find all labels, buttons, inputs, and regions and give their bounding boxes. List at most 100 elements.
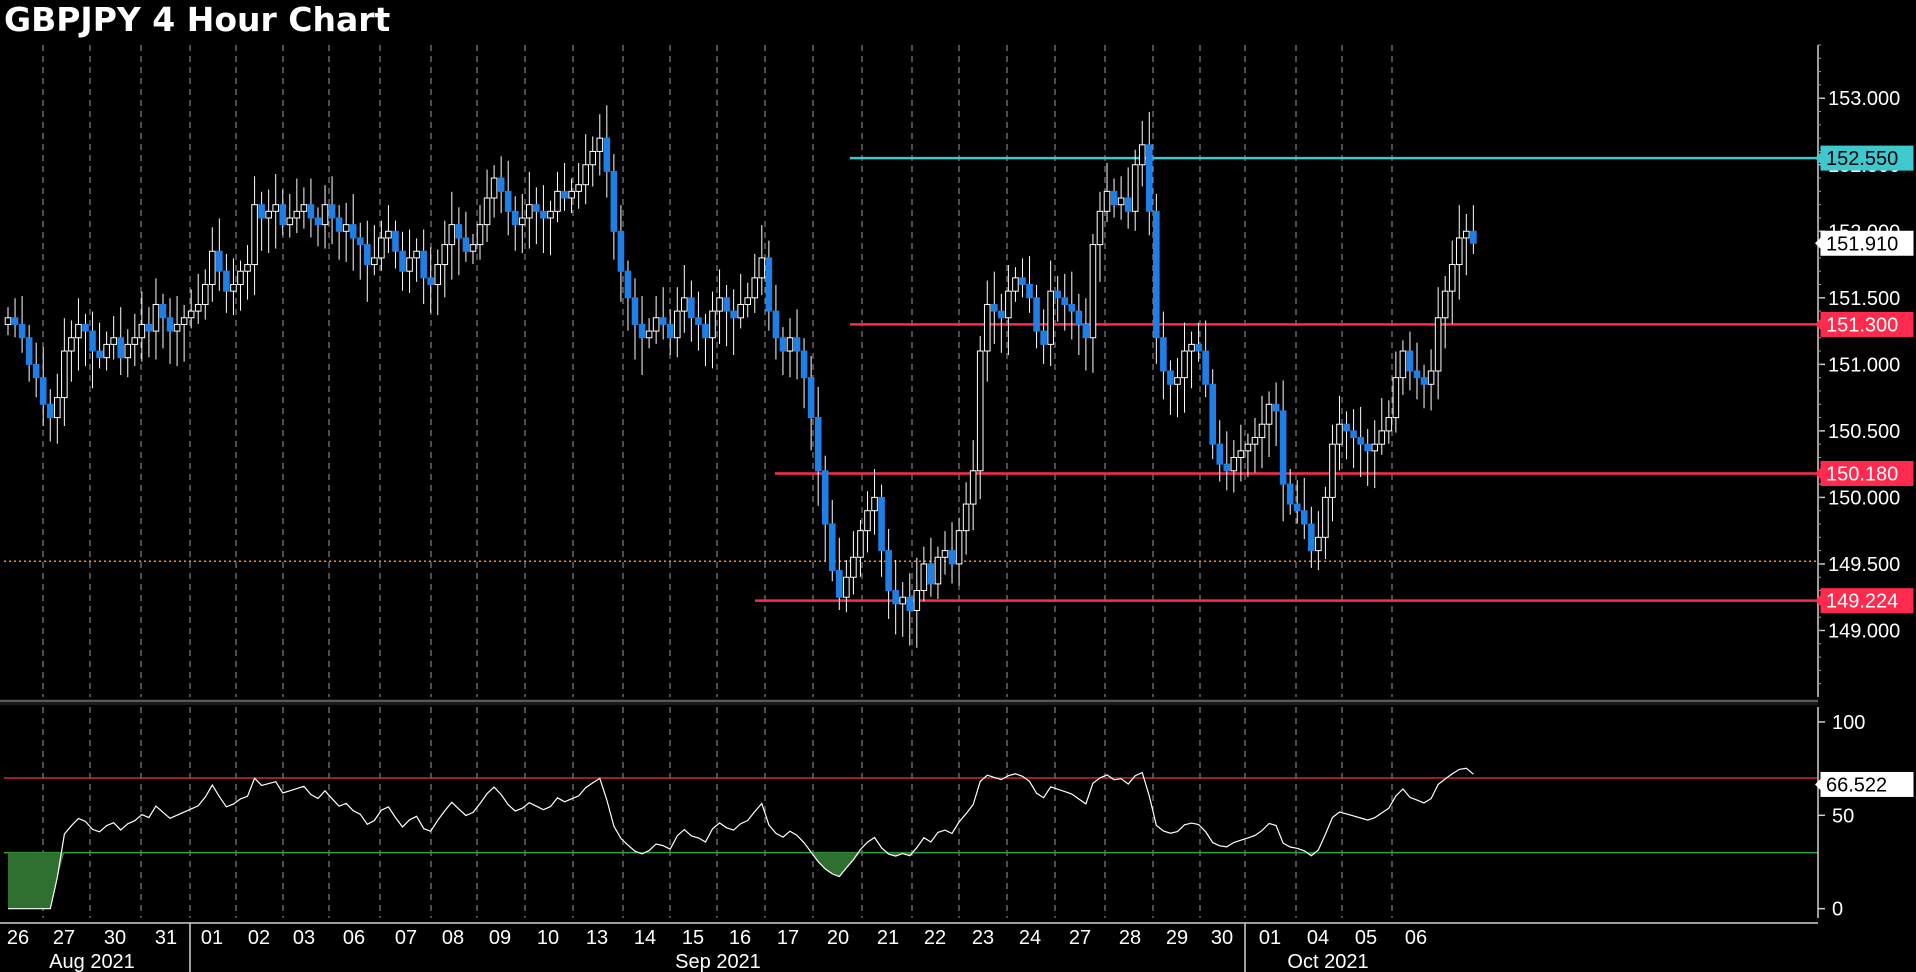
candle-body — [251, 204, 258, 266]
candle-body — [624, 270, 632, 299]
candle-body — [1364, 443, 1371, 452]
candle-body — [110, 337, 117, 345]
candle-body — [554, 190, 561, 212]
candle-body — [1131, 164, 1139, 212]
candle-body — [828, 523, 836, 572]
candle-body — [378, 237, 385, 259]
candle-body — [455, 224, 463, 239]
candle-body — [117, 337, 125, 359]
level-tag-bg — [1820, 145, 1914, 171]
candle-body — [1209, 383, 1216, 445]
candle-body — [194, 303, 202, 312]
rsi-tick-label: 50 — [1832, 805, 1854, 827]
x-tick-label: 02 — [248, 927, 270, 949]
candle-body — [927, 563, 935, 585]
rsi-oversold-fill — [8, 852, 1474, 909]
candle-body — [1350, 430, 1357, 439]
candle-body — [223, 270, 230, 292]
level-tag-arrow — [1815, 466, 1822, 481]
price-tick-label: 150.000 — [1828, 487, 1900, 509]
level-tag: 150.180 — [1815, 460, 1914, 486]
candle-body — [413, 250, 420, 259]
candle-body — [293, 210, 301, 219]
month-label: Aug 2021 — [49, 951, 135, 972]
candle-body — [1315, 536, 1322, 552]
candle-body — [1040, 330, 1047, 345]
candle-body — [1181, 350, 1188, 379]
candle-body — [814, 417, 822, 472]
candle-body — [96, 350, 103, 359]
candle-body — [307, 204, 315, 219]
candle-body — [906, 596, 914, 612]
candle-body — [1096, 210, 1104, 246]
candle-body — [1343, 423, 1350, 432]
candle-body — [1117, 197, 1125, 206]
candle-body — [1448, 264, 1456, 292]
candle-body — [1216, 443, 1224, 465]
candle-body — [673, 310, 681, 339]
candle-body — [836, 570, 843, 598]
candle-body — [659, 317, 667, 325]
candle-body — [4, 317, 12, 325]
candle-body — [1145, 144, 1153, 212]
candle-body — [540, 210, 547, 219]
candle-body — [1293, 503, 1301, 512]
candle-body — [1427, 370, 1435, 385]
candle-body — [173, 323, 181, 332]
candle-body — [1174, 377, 1181, 385]
x-tick-label: 29 — [1166, 927, 1188, 949]
candle-body — [765, 257, 773, 312]
candle-body — [807, 377, 815, 419]
candle-body — [716, 297, 723, 312]
candle-body — [850, 556, 857, 578]
candle-body — [1279, 410, 1287, 485]
last-price-tag-text: 151.910 — [1826, 233, 1898, 255]
candle-body — [504, 190, 512, 212]
candle-body — [124, 343, 132, 359]
candle-body — [230, 284, 237, 292]
candle-body — [1075, 310, 1083, 325]
candle-body — [434, 264, 442, 286]
level-tag-arrow — [1815, 593, 1822, 608]
candle-body — [265, 210, 272, 219]
rsi-last-tag-arrow — [1815, 777, 1822, 792]
candle-body — [68, 337, 75, 352]
candle-body — [730, 310, 737, 319]
candle-body — [969, 470, 977, 505]
candle-body — [1322, 496, 1329, 538]
candle-body — [75, 323, 82, 339]
x-tick-label: 23 — [972, 927, 994, 949]
candle-body — [793, 337, 801, 352]
candle-body — [1441, 290, 1449, 319]
candle-body — [406, 257, 413, 272]
candle-body — [1160, 337, 1167, 372]
x-tick-label: 03 — [293, 927, 315, 949]
candle-body — [1082, 323, 1090, 339]
candle-body — [1300, 510, 1308, 525]
grid — [42, 45, 1393, 918]
candle-body — [779, 337, 787, 352]
price-tick-label: 153.000 — [1828, 88, 1900, 110]
candle-body — [1195, 343, 1202, 352]
candle-body — [1258, 423, 1266, 439]
candle-body — [1230, 456, 1238, 472]
candle-body — [216, 250, 223, 272]
x-tick-label: 07 — [395, 927, 417, 949]
x-tick-label: 27 — [1069, 927, 1091, 949]
x-axis: 26 27 30 31 01 02 03 06 07 08 09 10 13 14 15 16 17 20 21 22… — [0, 922, 1818, 972]
candle-body — [103, 343, 110, 359]
candle-body — [321, 204, 329, 226]
level-tag: 151.300 — [1815, 311, 1914, 337]
candle-body — [533, 204, 540, 212]
price-tags: 152.550 151.300 150.180 149.224 151.910 66.52… — [1815, 145, 1914, 797]
candle-body — [385, 230, 392, 239]
candle-body — [1124, 197, 1132, 212]
candle-body — [32, 363, 40, 379]
candle-body — [244, 264, 251, 272]
candle-body — [441, 244, 449, 266]
candle-body — [962, 503, 970, 532]
level-tag-text: 152.550 — [1826, 148, 1898, 170]
candle-body — [1061, 297, 1069, 305]
candle-body — [723, 297, 730, 312]
level-tag-text: 151.300 — [1826, 314, 1898, 336]
